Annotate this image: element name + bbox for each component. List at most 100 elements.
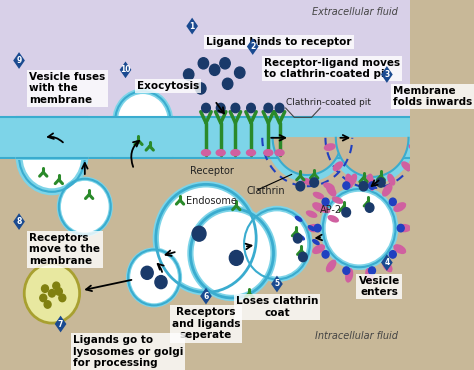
Text: 1: 1 — [190, 21, 195, 31]
Text: Clathrin: Clathrin — [246, 186, 285, 196]
Circle shape — [201, 103, 210, 112]
Circle shape — [220, 58, 230, 69]
Circle shape — [359, 182, 368, 191]
Ellipse shape — [393, 202, 406, 212]
Text: 3: 3 — [384, 70, 390, 79]
Text: 6: 6 — [203, 292, 209, 300]
Text: Receptor: Receptor — [191, 166, 234, 176]
Ellipse shape — [328, 215, 339, 223]
Ellipse shape — [326, 184, 337, 196]
Ellipse shape — [312, 202, 325, 212]
Ellipse shape — [324, 143, 336, 151]
Circle shape — [59, 179, 111, 235]
Ellipse shape — [301, 178, 313, 185]
Circle shape — [19, 121, 85, 192]
Text: 2: 2 — [250, 42, 255, 51]
Circle shape — [365, 203, 374, 212]
Circle shape — [246, 103, 255, 112]
Circle shape — [342, 208, 351, 217]
Circle shape — [24, 263, 80, 323]
Ellipse shape — [246, 149, 256, 157]
Ellipse shape — [230, 149, 241, 157]
Circle shape — [229, 250, 243, 265]
Polygon shape — [381, 254, 393, 271]
Ellipse shape — [333, 161, 343, 171]
Ellipse shape — [369, 178, 375, 191]
Ellipse shape — [274, 149, 285, 157]
Circle shape — [198, 58, 209, 69]
Circle shape — [314, 224, 321, 232]
Circle shape — [42, 285, 48, 292]
Circle shape — [343, 267, 350, 274]
Polygon shape — [13, 52, 25, 69]
Circle shape — [376, 178, 385, 187]
Circle shape — [191, 209, 273, 298]
Circle shape — [389, 250, 396, 258]
Ellipse shape — [306, 211, 318, 218]
Text: Exocytosis: Exocytosis — [137, 81, 199, 91]
Ellipse shape — [263, 149, 273, 157]
Text: Ligands go to
lysosomes or golgi
for processing: Ligands go to lysosomes or golgi for pro… — [73, 335, 183, 369]
Ellipse shape — [401, 161, 412, 171]
Circle shape — [244, 209, 310, 279]
Text: Vesicle fuses
with the
membrane: Vesicle fuses with the membrane — [29, 72, 106, 105]
Circle shape — [156, 184, 256, 292]
Text: Clathrin-coated pit: Clathrin-coated pit — [286, 98, 371, 107]
Circle shape — [296, 182, 305, 191]
Text: 8: 8 — [17, 217, 22, 226]
Ellipse shape — [393, 244, 406, 254]
Polygon shape — [273, 138, 342, 175]
Text: Ligand binds to receptor: Ligand binds to receptor — [206, 37, 352, 47]
Ellipse shape — [345, 268, 353, 283]
Text: 4: 4 — [384, 258, 390, 267]
Text: 9: 9 — [17, 56, 22, 65]
Circle shape — [210, 64, 220, 75]
Ellipse shape — [387, 174, 395, 186]
Polygon shape — [206, 224, 236, 267]
Circle shape — [192, 226, 206, 241]
Text: Extracellular fluid: Extracellular fluid — [312, 7, 398, 17]
Circle shape — [55, 288, 62, 295]
Text: 10: 10 — [120, 65, 131, 74]
Polygon shape — [186, 18, 198, 34]
FancyBboxPatch shape — [0, 117, 410, 158]
Ellipse shape — [312, 239, 320, 245]
Circle shape — [53, 282, 60, 290]
Circle shape — [40, 294, 47, 302]
Ellipse shape — [297, 234, 305, 240]
Circle shape — [389, 198, 396, 206]
Text: AP-2: AP-2 — [320, 205, 342, 215]
Circle shape — [293, 234, 302, 243]
Text: Receptors
and ligands
seperate: Receptors and ligands seperate — [172, 307, 240, 340]
Ellipse shape — [345, 174, 353, 188]
Ellipse shape — [397, 224, 411, 232]
Text: Membrane
folds inwards: Membrane folds inwards — [393, 86, 472, 107]
Ellipse shape — [365, 174, 374, 188]
Circle shape — [141, 266, 153, 279]
Text: Intracellular fluid: Intracellular fluid — [315, 330, 398, 340]
Polygon shape — [13, 213, 25, 230]
Circle shape — [48, 290, 55, 297]
Polygon shape — [247, 38, 259, 55]
Circle shape — [369, 267, 375, 274]
Text: Receptor-ligand moves
to clathrin-coated pit: Receptor-ligand moves to clathrin-coated… — [264, 58, 400, 79]
Polygon shape — [119, 61, 131, 78]
Ellipse shape — [216, 149, 226, 157]
Ellipse shape — [313, 192, 324, 199]
Circle shape — [222, 78, 233, 90]
Circle shape — [235, 67, 245, 78]
Circle shape — [275, 103, 284, 112]
Circle shape — [323, 189, 395, 267]
Polygon shape — [55, 316, 66, 332]
Circle shape — [115, 91, 171, 151]
Ellipse shape — [382, 260, 392, 272]
FancyBboxPatch shape — [18, 117, 87, 160]
Polygon shape — [336, 138, 409, 177]
Ellipse shape — [365, 268, 374, 283]
Text: Endosome: Endosome — [186, 195, 237, 205]
Circle shape — [310, 178, 319, 187]
FancyBboxPatch shape — [0, 0, 410, 158]
Circle shape — [299, 252, 307, 262]
Circle shape — [369, 182, 375, 189]
Ellipse shape — [295, 216, 302, 222]
